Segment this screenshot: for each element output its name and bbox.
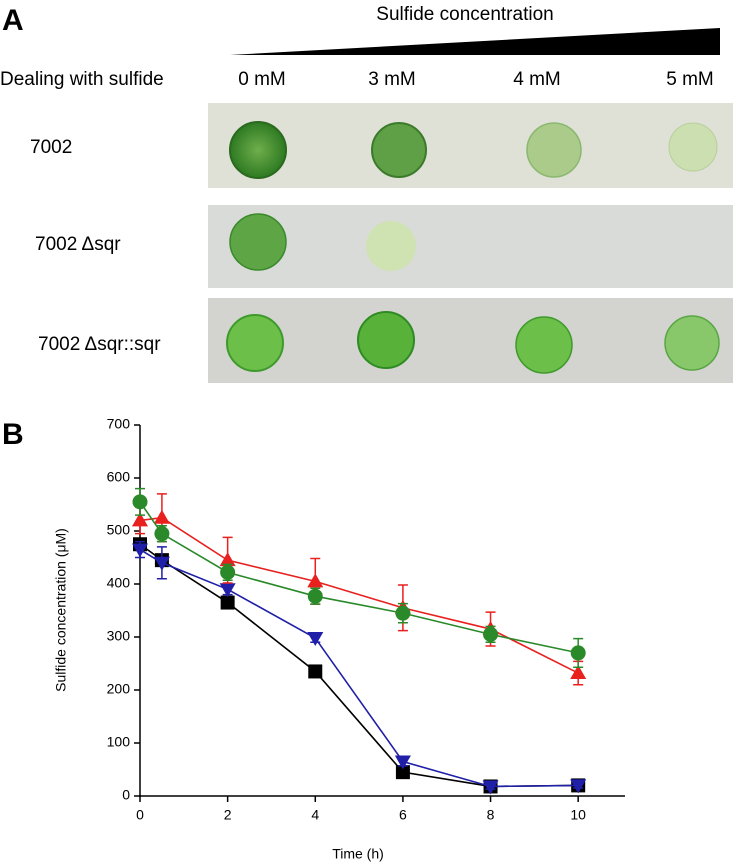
- series-line: [139, 516, 579, 674]
- column-label: 0 mM: [238, 69, 286, 90]
- marker: [154, 526, 170, 542]
- marker: [307, 588, 323, 604]
- y-tick-label: 400: [107, 575, 131, 591]
- marker: [308, 664, 323, 679]
- spot: [515, 316, 573, 374]
- marker: [483, 626, 499, 642]
- marker: [307, 632, 324, 647]
- spot: [664, 315, 720, 371]
- y-tick-label: 100: [107, 734, 131, 750]
- series-line: [139, 501, 579, 654]
- marker: [482, 780, 499, 795]
- spot: [357, 311, 415, 369]
- panel-label: B: [2, 418, 24, 451]
- spot: [668, 122, 718, 172]
- marker: [153, 556, 170, 571]
- row-label: 7002 Δsqr: [35, 234, 121, 255]
- marker: [132, 494, 148, 510]
- column-label: 3 mM: [368, 69, 416, 90]
- panel-label: A: [2, 4, 24, 37]
- row-label: 7002 Δsqr::sqr: [38, 334, 161, 355]
- spot: [371, 122, 427, 178]
- marker: [219, 583, 236, 598]
- x-tick-label: 6: [399, 807, 407, 823]
- gradient-wedge: [230, 28, 720, 55]
- panel-title: Sulfide concentration: [376, 4, 553, 25]
- marker: [132, 543, 148, 558]
- marker: [219, 552, 236, 567]
- series-line: [139, 548, 579, 788]
- marker: [153, 509, 170, 524]
- marker: [570, 665, 587, 680]
- marker: [395, 605, 411, 621]
- y-axis-label: Sulfide concentration (μM): [53, 528, 69, 692]
- plate-strip: [208, 103, 733, 188]
- column-label: 5 mM: [666, 69, 714, 90]
- marker: [570, 779, 587, 794]
- y-tick-label: 600: [107, 469, 131, 485]
- y-tick-label: 200: [107, 681, 131, 697]
- spot: [226, 314, 284, 372]
- x-tick-label: 10: [570, 807, 586, 823]
- x-tick-label: 2: [224, 807, 232, 823]
- x-tick-label: 4: [311, 807, 319, 823]
- spot: [366, 221, 416, 271]
- marker: [394, 755, 411, 770]
- y-tick-label: 500: [107, 522, 131, 538]
- spot: [229, 213, 287, 271]
- marker: [132, 512, 148, 527]
- x-tick-label: 0: [136, 807, 144, 823]
- x-tick-label: 8: [487, 807, 495, 823]
- marker: [395, 765, 410, 780]
- x-axis-label: Time (h): [332, 846, 384, 862]
- plate-strip: [208, 298, 733, 383]
- spot: [229, 121, 287, 179]
- marker: [307, 573, 324, 588]
- row-header: Dealing with sulfide: [0, 69, 164, 90]
- spot: [526, 122, 582, 178]
- y-tick-label: 700: [107, 416, 131, 432]
- plate-strip: [208, 205, 733, 288]
- marker: [220, 564, 236, 580]
- y-tick-label: 0: [122, 787, 130, 803]
- y-tick-label: 300: [107, 628, 131, 644]
- marker: [570, 645, 586, 661]
- column-label: 4 mM: [513, 69, 561, 90]
- row-label: 7002: [30, 137, 72, 158]
- marker: [220, 595, 235, 610]
